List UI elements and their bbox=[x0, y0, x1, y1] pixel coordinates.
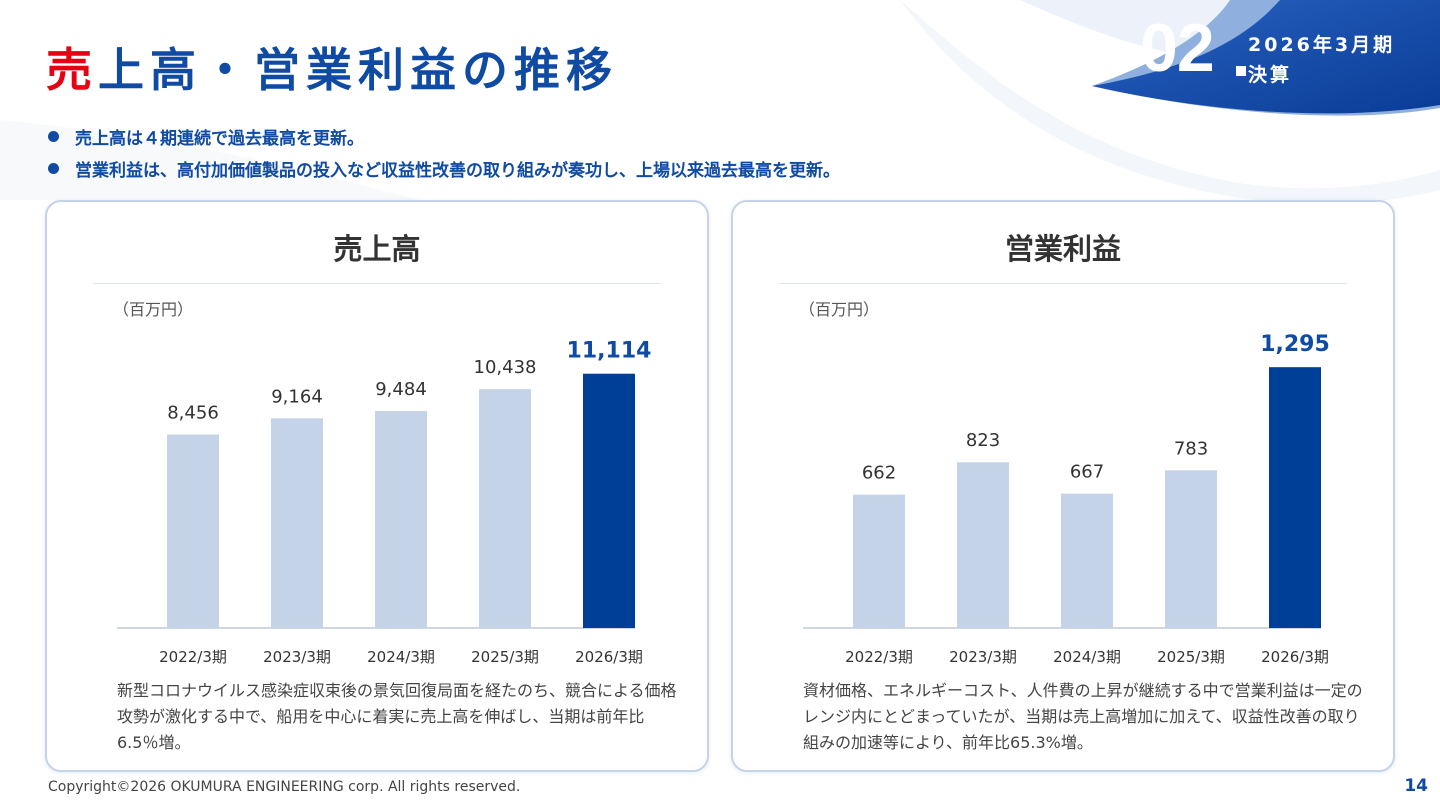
bullet-dot-icon bbox=[48, 130, 59, 142]
summary-bullets: 売上高は４期連続で過去最高を更新。 営業利益は、高付加価値製品の投入など収益性改… bbox=[48, 120, 840, 184]
bar-2022/3期 bbox=[167, 434, 219, 628]
title-text: 上高・営業利益の推移 bbox=[98, 43, 618, 97]
bar-2023/3期 bbox=[957, 462, 1009, 628]
bar-2024/3期 bbox=[375, 411, 427, 628]
bullet-item: 営業利益は、高付加価値製品の投入など収益性改善の取り組みが奏功し、上場以来過去最… bbox=[48, 152, 840, 184]
section-badge: 02 2026年3月期 決算 bbox=[1140, 14, 1430, 94]
x-tick-label: 2026/3期 bbox=[1261, 648, 1329, 666]
bar-value-label: 1,295 bbox=[1260, 332, 1330, 357]
profit-note: 資材価格、エネルギーコスト、人件費の上昇が継続する中で営業利益は一定のレンジ内に… bbox=[803, 681, 1363, 752]
operating-profit-bar-chart: 662 2022/3期 823 2023/3期 667 2024/3期 783 2025/3期… bbox=[803, 332, 1330, 666]
bar-value-label: 783 bbox=[1174, 438, 1208, 459]
x-tick-label: 2025/3期 bbox=[471, 648, 539, 666]
bar-2026/3期 bbox=[583, 373, 635, 628]
sales-unit-label: （百万円） bbox=[113, 300, 194, 319]
x-tick-label: 2026/3期 bbox=[575, 648, 643, 666]
section-period: 2026年3月期 bbox=[1248, 34, 1396, 56]
profit-card-title: 営業利益 bbox=[779, 226, 1347, 284]
sales-note: 新型コロナウイルス感染症収束後の景気回復局面を経たのち、競合による価格攻勢が激化… bbox=[117, 681, 677, 752]
bar-value-label: 11,114 bbox=[567, 339, 652, 364]
section-dot bbox=[1236, 66, 1246, 76]
section-subtitle: 2026年3月期 決算 bbox=[1248, 30, 1395, 90]
bar-value-label: 8,456 bbox=[167, 403, 219, 424]
x-tick-label: 2024/3期 bbox=[1053, 648, 1121, 666]
bullet-text: 売上高は４期連続で過去最高を更新。 bbox=[75, 128, 364, 149]
bullet-item: 売上高は４期連続で過去最高を更新。 bbox=[48, 120, 840, 152]
bar-2024/3期 bbox=[1061, 493, 1113, 628]
bar-2022/3期 bbox=[853, 494, 905, 628]
sales-bar-chart: 8,456 2022/3期 9,164 2023/3期 9,484 2024/3期 10,4… bbox=[117, 339, 652, 666]
bullet-dot-icon bbox=[48, 162, 59, 174]
bar-value-label: 667 bbox=[1070, 462, 1104, 483]
bullet-text: 営業利益は、高付加価値製品の投入など収益性改善の取り組みが奏功し、上場以来過去最… bbox=[75, 160, 840, 181]
bar-2026/3期 bbox=[1269, 367, 1321, 628]
bar-2023/3期 bbox=[271, 418, 323, 628]
x-tick-label: 2023/3期 bbox=[263, 648, 331, 666]
section-label: 決算 bbox=[1248, 64, 1293, 86]
sales-card-title: 売上高 bbox=[93, 226, 661, 284]
profit-card: 営業利益 （百万円） 662 2022/3期 823 2023/3期 667 2024/3… bbox=[731, 200, 1395, 772]
x-tick-label: 2025/3期 bbox=[1157, 648, 1225, 666]
x-tick-label: 2023/3期 bbox=[949, 648, 1017, 666]
bar-value-label: 9,484 bbox=[375, 379, 427, 400]
bar-value-label: 10,438 bbox=[474, 357, 537, 378]
bar-value-label: 823 bbox=[966, 430, 1000, 451]
x-tick-label: 2024/3期 bbox=[367, 648, 435, 666]
copyright-footer: Copyright©2026 OKUMURA ENGINEERING corp.… bbox=[48, 779, 521, 795]
page-number: 14 bbox=[1404, 776, 1428, 796]
title-accent-char: 売 bbox=[46, 43, 98, 97]
x-tick-label: 2022/3期 bbox=[159, 648, 227, 666]
bar-value-label: 662 bbox=[862, 463, 896, 484]
bar-2025/3期 bbox=[479, 389, 531, 628]
sales-card: 売上高 （百万円） 8,456 2022/3期 9,164 2023/3期 9,484 2… bbox=[45, 200, 709, 772]
bar-value-label: 9,164 bbox=[271, 386, 323, 407]
section-number: 02 bbox=[1140, 10, 1215, 86]
bar-2025/3期 bbox=[1165, 470, 1217, 628]
page-title: 売上高・営業利益の推移 bbox=[46, 34, 618, 100]
profit-unit-label: （百万円） bbox=[799, 300, 880, 319]
x-tick-label: 2022/3期 bbox=[845, 648, 913, 666]
